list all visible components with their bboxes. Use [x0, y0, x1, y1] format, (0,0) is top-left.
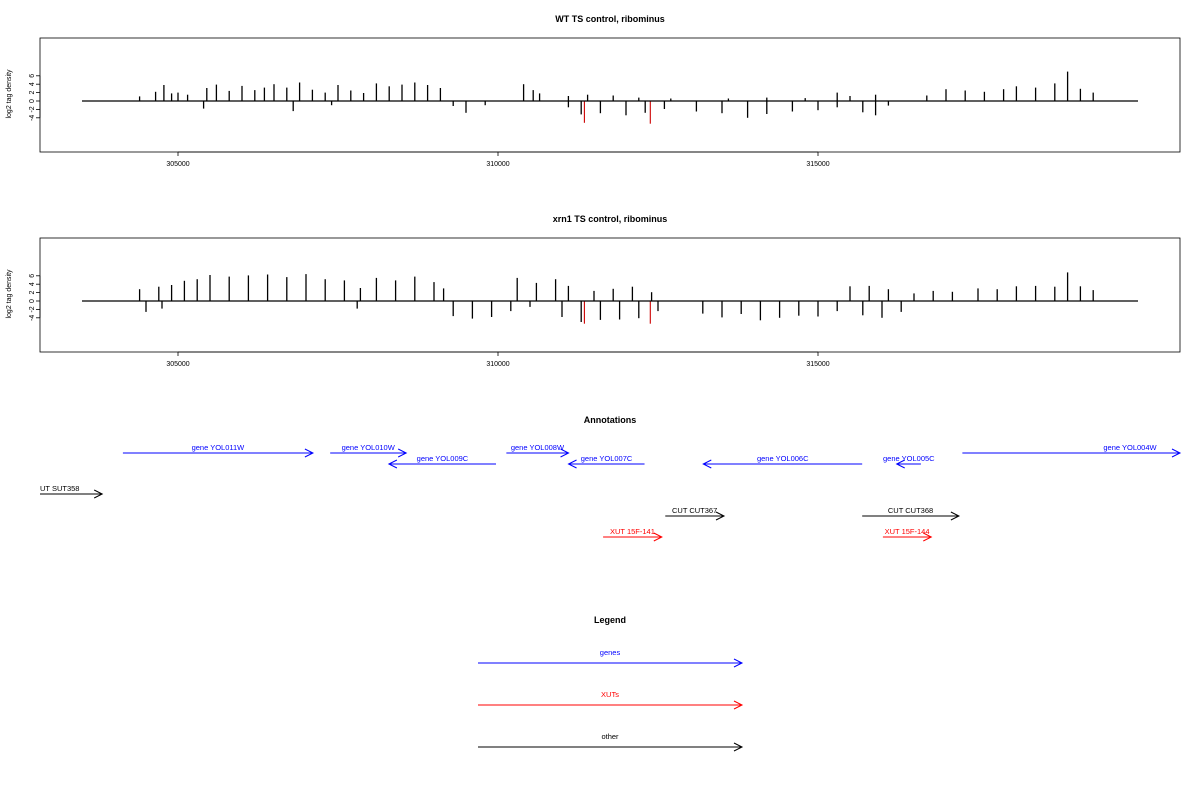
- series-minus: [202, 101, 890, 118]
- annotation-label: gene YOL005C: [883, 454, 935, 463]
- wt-title: WT TS control, ribominus: [555, 14, 665, 24]
- arrowhead-left-icon: [387, 459, 398, 469]
- y-tick-label: 4: [29, 282, 36, 286]
- annotation-label: gene YOL009C: [417, 454, 469, 463]
- wt-ylabel: log2 tag density: [6, 69, 13, 119]
- annotation-label: UT SUT358: [40, 484, 79, 493]
- annotation-xut: XUT 15F-141: [603, 527, 663, 542]
- annotation-label: gene YOL010W: [342, 443, 396, 452]
- series-plus: [138, 71, 1094, 101]
- wt-axes: 6 4 2 0 -2 -4 305000 310000 315000: [29, 74, 1138, 168]
- legend-panel: Legend genes XUTs other: [478, 615, 744, 752]
- legend-entries: genes XUTs other: [478, 648, 744, 752]
- arrowhead-right-icon: [560, 448, 570, 458]
- y-tick-label: -4: [29, 115, 36, 121]
- series-highlight: [583, 101, 651, 124]
- legend-entry-other: other: [478, 732, 744, 752]
- xrn1-axes: 6 4 2 0 -2 -4 305000 310000 315000: [29, 274, 1138, 368]
- xrn1-plot-frame: [39, 237, 1181, 353]
- annotation-gene: gene YOL008W: [506, 443, 570, 458]
- annotation-xut: XUT 15F-144: [882, 527, 933, 542]
- series-minus: [145, 301, 902, 322]
- y-tick-label: 2: [29, 91, 36, 95]
- x-tick-label: 315000: [806, 361, 829, 368]
- annotations-panel: Annotations gene YOL011W gene YOL010Wgene…: [40, 415, 1182, 542]
- arrowhead-right-icon: [950, 511, 961, 521]
- arrowhead-right-icon: [653, 532, 663, 542]
- annotation-label: gene YOL008W: [511, 443, 565, 452]
- annotation-label: gene YOL007C: [581, 454, 633, 463]
- y-tick-label: 4: [29, 82, 36, 86]
- annotation-label: gene YOL011W: [192, 443, 246, 452]
- annotations-title: Annotations: [584, 415, 637, 425]
- arrowhead-right-icon: [733, 700, 744, 710]
- annotation-label: CUT CUT367: [672, 506, 717, 515]
- legend-label: XUTs: [601, 690, 619, 699]
- x-tick-label: 315000: [806, 161, 829, 168]
- legend-label: genes: [600, 648, 621, 657]
- annotation-gene: gene YOL006C: [702, 454, 863, 469]
- wt-plot-frame: [39, 37, 1181, 153]
- series-plus: [138, 272, 1094, 301]
- legend-title: Legend: [594, 615, 626, 625]
- annotation-other: CUT CUT367: [665, 506, 726, 521]
- arrowhead-right-icon: [923, 532, 933, 542]
- series-highlight: [583, 301, 651, 324]
- y-tick-label: 6: [29, 74, 36, 78]
- annotation-tracks: gene YOL011W gene YOL010W gene YOL009C gene…: [40, 443, 1182, 542]
- arrowhead-right-icon: [733, 742, 744, 752]
- arrowhead-right-icon: [715, 511, 726, 521]
- annotation-other: UT SUT358: [40, 484, 104, 499]
- legend-label: other: [601, 732, 619, 741]
- arrowhead-right-icon: [733, 658, 744, 668]
- x-tick-label: 310000: [486, 161, 509, 168]
- arrowhead-left-icon: [567, 459, 577, 469]
- x-tick-label: 310000: [486, 361, 509, 368]
- arrowhead-right-icon: [93, 489, 104, 499]
- y-tick-label: 2: [29, 291, 36, 295]
- arrowhead-right-icon: [1171, 448, 1182, 458]
- arrowhead-left-icon: [702, 459, 712, 469]
- legend-entry-gene: genes: [478, 648, 744, 668]
- xrn1-ylabel: log2 tag density: [6, 269, 13, 319]
- annotation-gene: gene YOL005C: [883, 454, 935, 469]
- y-tick-label: -2: [29, 306, 36, 312]
- xrn1-title: xrn1 TS control, ribominus: [553, 214, 668, 224]
- arrowhead-right-icon: [304, 448, 315, 458]
- annotation-label: XUT 15F-144: [885, 527, 930, 536]
- annotation-label: gene YOL004W: [1103, 443, 1157, 452]
- annotation-label: XUT 15F-141: [610, 527, 655, 536]
- annotation-gene: gene YOL009C: [387, 454, 496, 469]
- y-tick-label: 0: [29, 299, 36, 303]
- x-tick-label: 305000: [166, 361, 189, 368]
- y-tick-label: 6: [29, 274, 36, 278]
- annotation-gene: gene YOL007C: [567, 454, 645, 469]
- xrn1-bars: [138, 272, 1094, 324]
- xrn1-panel: xrn1 TS control, ribominus log2 tag dens…: [6, 214, 1181, 368]
- y-tick-label: -4: [29, 315, 36, 321]
- y-tick-label: 0: [29, 99, 36, 103]
- annotation-label: gene YOL006C: [757, 454, 809, 463]
- annotation-gene: gene YOL011W: [122, 443, 315, 458]
- legend-entry-xut: XUTs: [478, 690, 744, 710]
- arrowhead-right-icon: [397, 448, 408, 458]
- x-tick-label: 305000: [166, 161, 189, 168]
- y-tick-label: -2: [29, 106, 36, 112]
- annotation-label: CUT CUT368: [888, 506, 933, 515]
- arrowhead-left-icon: [895, 459, 905, 469]
- annotation-gene: gene YOL004W: [962, 443, 1182, 458]
- annotation-other: CUT CUT368: [862, 506, 961, 521]
- wt-panel: WT TS control, ribominus log2 tag densit…: [6, 14, 1181, 168]
- wt-bars: [138, 71, 1094, 124]
- annotation-gene: gene YOL010W: [330, 443, 408, 458]
